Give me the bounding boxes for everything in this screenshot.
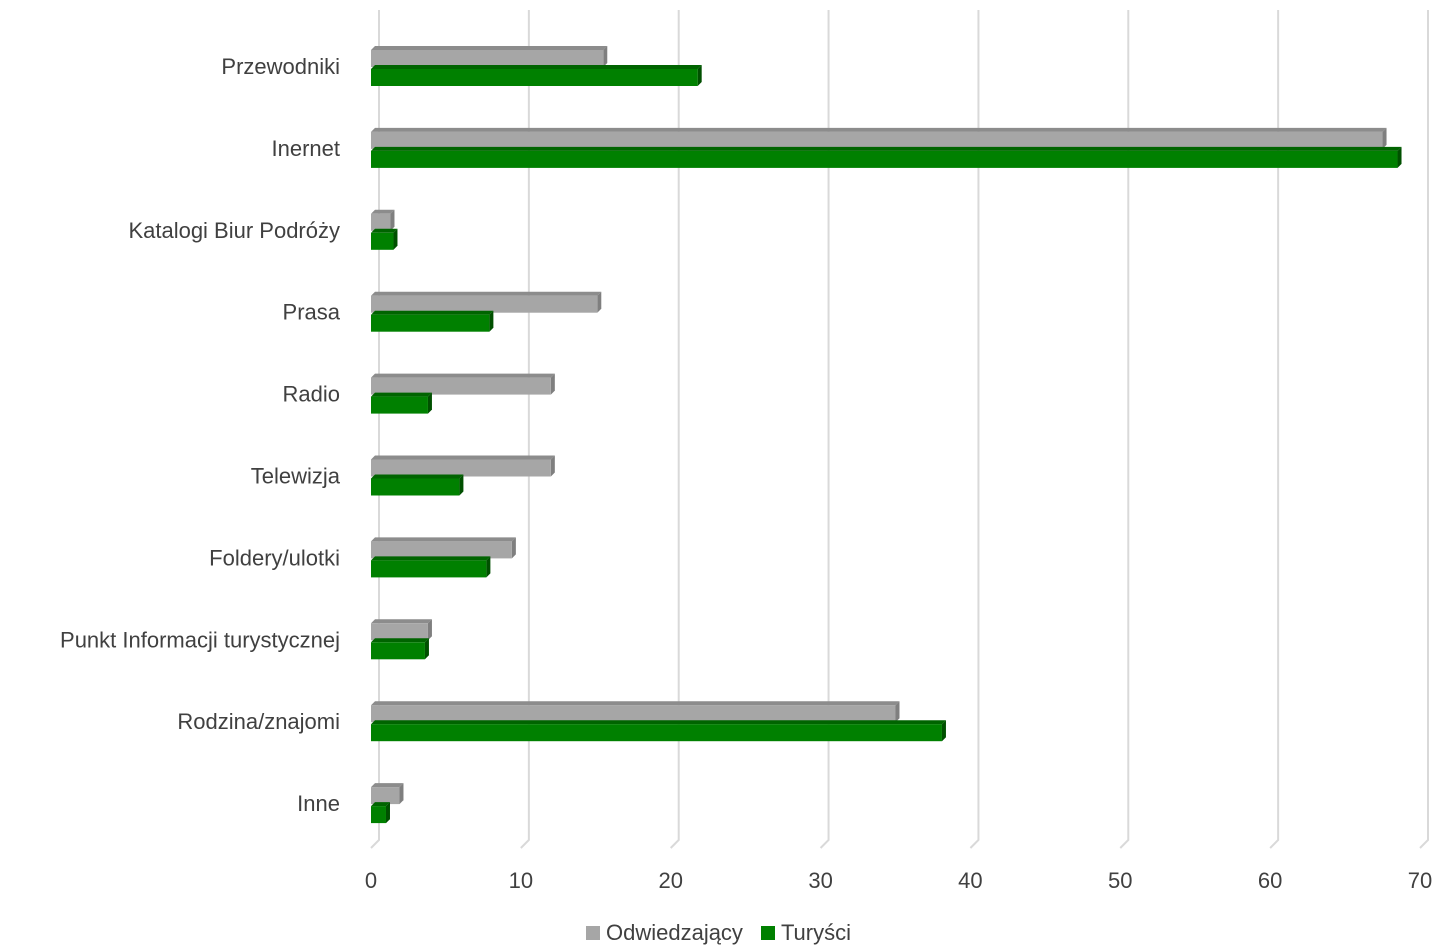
- legend-item-odwiedzajacy: Odwiedzający: [585, 920, 743, 946]
- x-axis-ticks: 0 10 20 30 40 50 60 70: [365, 868, 1432, 893]
- bar-odwiedzajacy: [371, 455, 555, 477]
- bar-turysci: [371, 146, 1402, 168]
- x-tick-label: 0: [365, 868, 377, 893]
- legend-item-turysci: Turyści: [760, 920, 852, 946]
- gridline: [520, 10, 530, 849]
- category-label: Prasa: [283, 300, 341, 325]
- bar-odwiedzajacy: [371, 209, 395, 231]
- gridline: [969, 10, 980, 849]
- bar-turysci: [371, 310, 494, 332]
- bar-odwiedzajacy: [371, 373, 555, 395]
- legend: Odwiedzający Turyści: [0, 920, 1437, 946]
- bar-odwiedzajacy: [371, 46, 608, 67]
- category-label: Telewizja: [251, 464, 341, 489]
- bar-turysci: [371, 802, 390, 824]
- legend-label-odwiedzajacy: Odwiedzający: [605, 920, 743, 945]
- bar-odwiedzajacy: [371, 701, 900, 723]
- bar-turysci: [371, 720, 946, 742]
- gridline: [670, 10, 680, 849]
- x-tick-label: 20: [658, 868, 682, 893]
- x-tick-label: 60: [1258, 868, 1282, 893]
- bar-turysci: [371, 474, 464, 496]
- gridline: [1419, 10, 1429, 849]
- gridline: [1269, 10, 1280, 849]
- bar-odwiedzajacy: [371, 291, 602, 313]
- category-labels: Przewodniki Inernet Katalogi Biur Podróży P…: [60, 54, 341, 816]
- bar-turysci: [371, 65, 702, 86]
- x-tick-label: 70: [1408, 868, 1432, 893]
- bar-odwiedzajacy: [371, 783, 404, 805]
- x-tick-label: 10: [509, 868, 533, 893]
- bar-odwiedzajacy: [371, 127, 1387, 149]
- category-label: Radio: [283, 382, 340, 407]
- bar-odwiedzajacy: [371, 619, 432, 641]
- category-label: Katalogi Biur Podróży: [128, 218, 340, 243]
- category-label: Foldery/ulotki: [209, 545, 340, 570]
- category-label: Przewodniki: [221, 54, 340, 79]
- bar-turysci: [371, 228, 398, 250]
- category-label: Inernet: [272, 136, 341, 161]
- bar-turysci: [371, 638, 429, 660]
- x-tick-label: 30: [808, 868, 832, 893]
- gridlines: [370, 10, 1429, 849]
- category-label: Inne: [297, 791, 340, 816]
- bar-turysci: [371, 556, 491, 578]
- bar-turysci: [371, 392, 432, 414]
- legend-swatch-turysci: [760, 926, 775, 940]
- category-label: Rodzina/znajomi: [177, 709, 340, 734]
- x-tick-label: 40: [958, 868, 982, 893]
- x-tick-label: 50: [1108, 868, 1132, 893]
- gridline: [819, 10, 830, 849]
- gridline: [1119, 10, 1130, 849]
- category-label: Punkt Informacji turystycznej: [60, 627, 340, 652]
- bars: [371, 46, 1402, 824]
- legend-label-turysci: Turyści: [780, 920, 852, 945]
- gridline: [370, 10, 380, 849]
- legend-swatch-odwiedzajacy: [585, 926, 600, 940]
- bar-odwiedzajacy: [371, 537, 516, 559]
